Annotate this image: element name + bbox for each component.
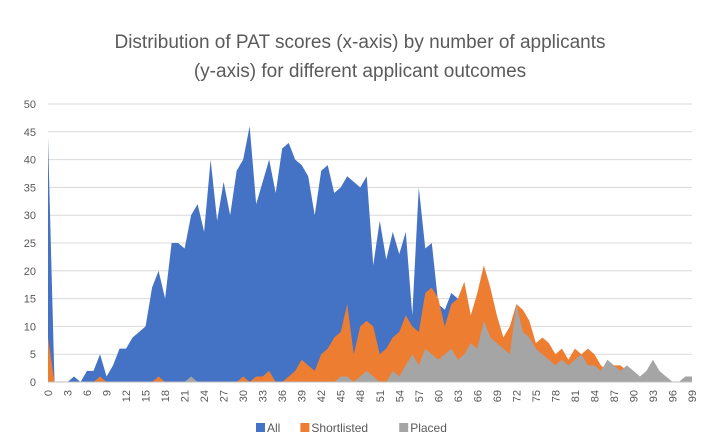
chart-title-line-2: (y-axis) for different applicant outcome…	[194, 61, 526, 82]
x-tick-label: 54	[394, 390, 406, 402]
x-tick-label: 18	[160, 390, 172, 402]
x-tick-label: 36	[277, 390, 289, 402]
series-area-all	[48, 126, 692, 383]
x-tick-label: 93	[648, 390, 660, 402]
x-tick-label: 45	[336, 390, 348, 402]
x-tick-label: 63	[453, 390, 465, 402]
x-tick-label: 99	[687, 390, 699, 402]
x-tick-label: 39	[297, 390, 309, 402]
x-tick-label: 75	[531, 390, 543, 402]
x-tick-label: 69	[492, 390, 504, 402]
x-tick-label: 81	[570, 390, 582, 402]
x-tick-label: 90	[628, 390, 640, 402]
x-tick-label: 9	[102, 390, 114, 396]
x-tick-label: 12	[121, 390, 133, 402]
series-areas	[48, 126, 692, 383]
x-tick-label: 21	[180, 390, 192, 402]
y-tick-label: 20	[24, 266, 36, 278]
x-tick-label: 48	[355, 390, 367, 402]
legend-label-all: All	[267, 421, 280, 435]
x-tick-label: 27	[219, 390, 231, 402]
x-tick-label: 66	[472, 390, 484, 402]
y-tick-label: 40	[24, 155, 36, 167]
y-tick-label: 50	[24, 99, 36, 111]
x-tick-label: 30	[238, 390, 250, 402]
x-tick-label: 51	[375, 390, 387, 402]
y-tick-label: 30	[24, 210, 36, 222]
x-tick-label: 33	[258, 390, 270, 402]
legend-swatch-all	[256, 423, 265, 432]
y-tick-label: 45	[24, 127, 36, 139]
legend-label-placed: Placed	[410, 421, 447, 435]
x-tick-label: 96	[667, 390, 679, 402]
legend: All Shortlisted Placed	[256, 421, 447, 435]
y-tick-label: 10	[24, 321, 36, 333]
x-tick-label: 60	[433, 390, 445, 402]
chart-title-line-1: Distribution of PAT scores (x-axis) by n…	[114, 32, 605, 53]
y-tick-label: 15	[24, 294, 36, 306]
legend-label-shortlisted: Shortlisted	[311, 421, 368, 435]
y-tick-label: 35	[24, 182, 36, 194]
y-tick-label: 5	[30, 349, 36, 361]
x-tick-label: 24	[199, 390, 211, 402]
series-area-placed	[48, 304, 692, 382]
y-tick-label: 0	[30, 377, 36, 389]
x-tick-label: 42	[316, 390, 328, 402]
x-tick-label: 15	[141, 390, 153, 402]
x-tick-label: 84	[589, 390, 601, 402]
x-tick-label: 3	[63, 390, 75, 396]
legend-swatch-shortlisted	[300, 423, 310, 432]
legend-swatch-placed	[399, 423, 409, 432]
x-tick-label: 0	[43, 390, 55, 396]
x-tick-label: 72	[511, 390, 523, 402]
x-tick-label: 87	[609, 390, 621, 402]
x-tick-label: 78	[550, 390, 562, 402]
x-tick-label: 57	[414, 390, 426, 402]
y-tick-label: 25	[24, 238, 36, 250]
x-tick-label: 6	[82, 390, 94, 396]
